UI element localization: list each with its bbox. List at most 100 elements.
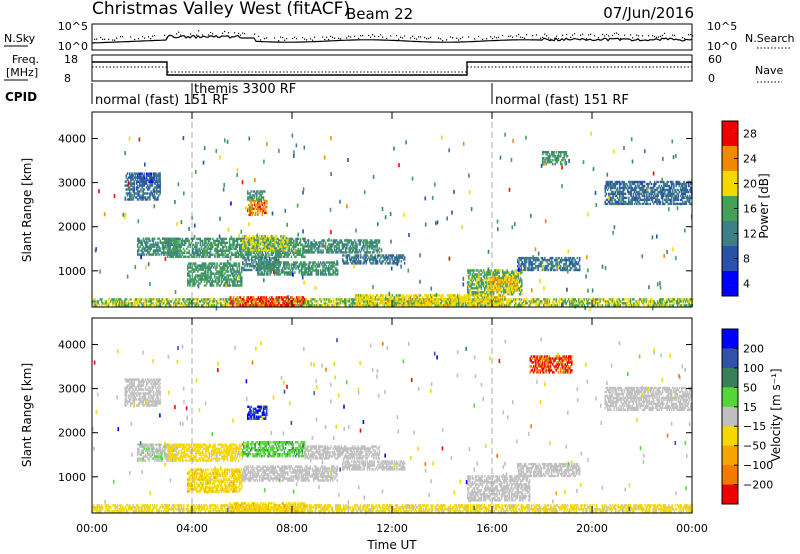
heatmap-cell (149, 192, 151, 195)
nsky-dot (588, 34, 590, 36)
heatmap-cell (628, 202, 630, 206)
heatmap-cell (302, 237, 304, 241)
heatmap-cell (216, 251, 219, 254)
heatmap-cell (149, 194, 151, 197)
heatmap-cell (289, 241, 292, 245)
heatmap-cell (222, 239, 224, 243)
heatmap-cell (486, 273, 488, 276)
heatmap-cell (333, 245, 336, 248)
heatmap-cell (673, 202, 675, 206)
heatmap-cell (176, 255, 178, 258)
heatmap-cell (336, 251, 338, 254)
heatmap-cell (186, 251, 188, 254)
heatmap-cell (329, 273, 331, 276)
heatmap-cell (518, 277, 521, 280)
heatmap-cell (153, 186, 156, 189)
heatmap-cell (303, 271, 305, 274)
heatmap-cell (663, 182, 665, 186)
heatmap-cell (298, 241, 301, 245)
heatmap-cell (247, 196, 249, 199)
heatmap-cell (270, 251, 273, 254)
heatmap-cell (172, 251, 175, 254)
heatmap-cell (669, 186, 672, 190)
heatmap-cell (251, 302, 254, 305)
heatmap-cell (546, 260, 548, 264)
heatmap-cell (194, 276, 197, 279)
heatmap-cell (131, 178, 133, 181)
heatmap-cell (646, 182, 648, 186)
heatmap-cell (248, 243, 250, 247)
heatmap-cell (168, 251, 170, 254)
heatmap-cell (272, 268, 274, 272)
heatmap-cell (503, 287, 505, 290)
heatmap-cell (336, 243, 338, 246)
heatmap-cell (391, 258, 394, 261)
heatmap-cell (149, 176, 151, 179)
heatmap-cell (195, 251, 197, 254)
heatmap-cell (232, 284, 234, 287)
heatmap-cell (282, 265, 285, 268)
heatmap-cell (224, 298, 227, 301)
nsky-dot (562, 34, 564, 36)
heatmap-cell (221, 304, 223, 307)
heatmap-cell (203, 278, 206, 281)
heatmap-cell (220, 298, 222, 301)
heatmap-cell (573, 256, 575, 260)
heatmap-cell (506, 280, 508, 284)
heatmap-cell (365, 262, 368, 265)
heatmap-cell (219, 241, 222, 245)
heatmap-cell (161, 298, 164, 301)
heatmap-cell (244, 253, 247, 256)
nsky-dot (482, 38, 484, 40)
heatmap-cell (293, 243, 295, 247)
heatmap-cell (210, 270, 213, 273)
heatmap-cell (168, 237, 170, 241)
nsky-dot (684, 38, 686, 40)
heatmap-cell (230, 245, 232, 249)
heatmap-cell (214, 241, 216, 245)
heatmap-cell (530, 256, 533, 260)
heatmap-cell (196, 243, 198, 247)
heatmap-cell (388, 262, 390, 265)
heatmap-cell (247, 249, 250, 252)
heatmap-cell (642, 192, 645, 196)
heatmap-cell (522, 268, 525, 272)
heatmap-cell (247, 209, 249, 213)
nsky-dot (332, 36, 334, 38)
heatmap-cell (257, 265, 259, 268)
heatmap-cell (315, 243, 318, 246)
heatmap-cell (643, 180, 646, 184)
heatmap-cell (332, 243, 335, 246)
heatmap-cell (117, 298, 120, 301)
heatmap-cell (288, 239, 291, 243)
heatmap-cell (396, 258, 398, 261)
heatmap-cell (258, 263, 260, 266)
heatmap-cell (491, 280, 494, 284)
heatmap-cell (679, 188, 682, 192)
heatmap-cell (273, 263, 276, 266)
heatmap-cell (385, 260, 388, 263)
heatmap-cell (189, 276, 191, 279)
heatmap-cell (309, 249, 311, 252)
heatmap-cell (369, 251, 372, 254)
heatmap-cell (183, 241, 186, 245)
heatmap-cell (358, 239, 361, 242)
nsky-dot (424, 36, 426, 39)
heatmap-cell (242, 255, 244, 258)
heatmap-cell (222, 255, 224, 258)
heatmap-cell (468, 277, 470, 280)
heatmap-cell (681, 198, 683, 202)
heatmap-cell (248, 209, 250, 213)
nsky-dot (196, 34, 198, 36)
heatmap-cell (185, 241, 187, 245)
heatmap-cell (255, 262, 258, 266)
heatmap-cell (633, 198, 636, 202)
heatmap-cell (472, 283, 475, 286)
heatmap-cell (353, 256, 355, 259)
heatmap-cell (531, 266, 534, 270)
heatmap-cell (152, 188, 155, 191)
heatmap-cell (234, 239, 237, 243)
heatmap-cell (137, 237, 139, 240)
heatmap-cell (355, 247, 357, 250)
heatmap-cell (271, 253, 274, 256)
